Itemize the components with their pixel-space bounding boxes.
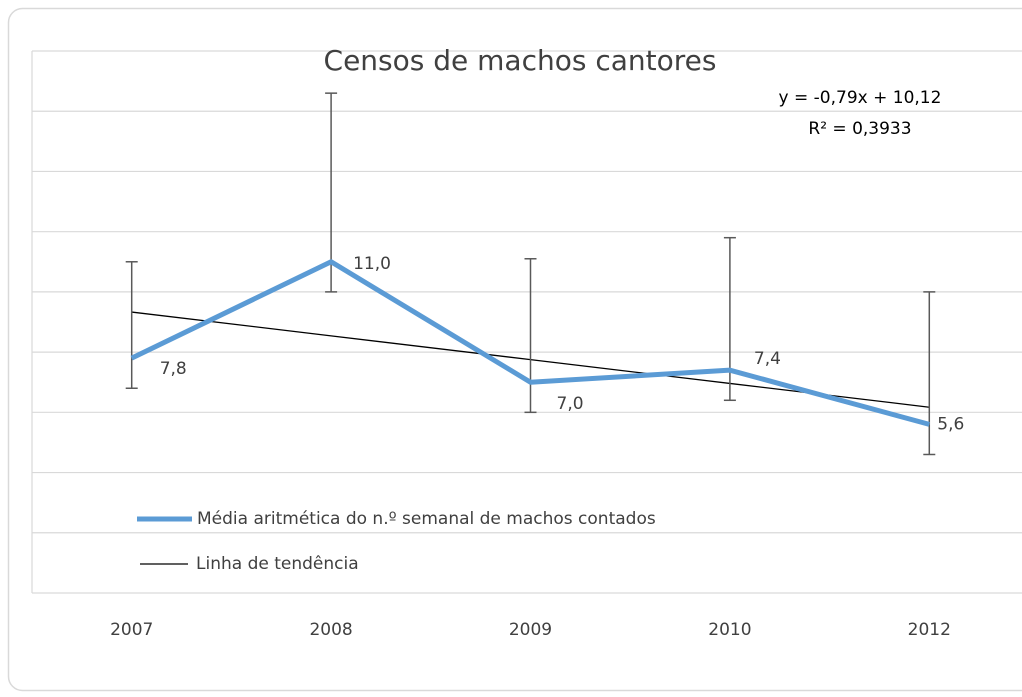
- data-line: [130, 259, 930, 427]
- x-tick-label: 2012: [908, 620, 951, 640]
- data-label: 5,6: [937, 414, 964, 434]
- data-label: 7,0: [557, 394, 584, 414]
- data-label: 7,4: [754, 349, 781, 369]
- x-tick-label: 2010: [708, 620, 751, 640]
- data-label: 11,0: [353, 254, 391, 274]
- x-tick-label: 2008: [309, 620, 352, 640]
- chart-title: Censos de machos cantores: [324, 44, 717, 77]
- data-label: 7,8: [160, 359, 187, 379]
- legend-label: Média aritmética do n.º semanal de macho…: [197, 509, 656, 529]
- x-tick-label: 2007: [110, 620, 153, 640]
- x-tick-label: 2009: [509, 620, 552, 640]
- trend-r-squared: R² = 0,3933: [808, 119, 911, 139]
- legend-label: Linha de tendência: [196, 554, 359, 574]
- trend-equation: y = -0,79x + 10,12: [779, 88, 942, 108]
- chart-frame: [7, 7, 1022, 692]
